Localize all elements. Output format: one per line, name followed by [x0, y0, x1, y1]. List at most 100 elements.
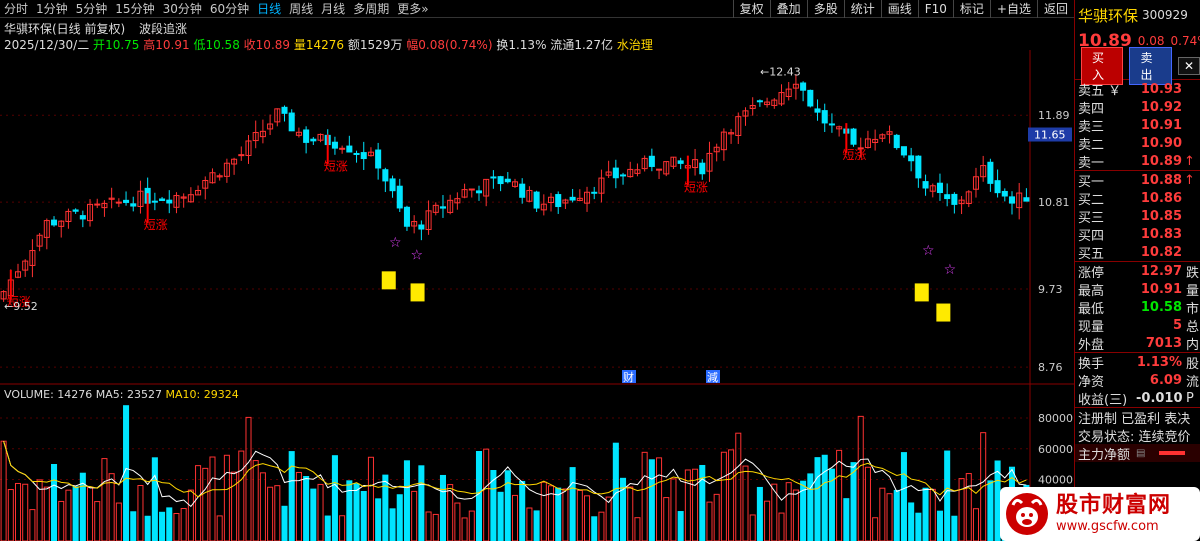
volume-bar [29, 509, 36, 541]
max-price-label: ←12.43 [760, 66, 801, 79]
volume-bar [439, 474, 446, 541]
period-tab-2[interactable]: 5分钟 [75, 1, 108, 16]
stat2-row[interactable]: 换手 1.13% 股 [1075, 353, 1200, 372]
candle-body [490, 176, 497, 179]
candle-body [836, 126, 843, 130]
candle-body [245, 140, 252, 156]
ask-value: 10.92 [1140, 99, 1182, 115]
event-badge-text: 減 [707, 370, 718, 384]
toolbar-button-8[interactable]: 返回 [1036, 0, 1074, 18]
net-flow-header[interactable]: 主力净额 ▤ [1075, 444, 1200, 463]
volume-bar [648, 459, 655, 541]
volume-bar [231, 471, 238, 541]
period-tab-1[interactable]: 1分钟 [36, 1, 68, 16]
candle-body [439, 206, 446, 209]
bid-row[interactable]: 买三 10.85 [1075, 207, 1200, 226]
bid-row[interactable]: 买五 10.82 [1075, 243, 1200, 262]
candle-body [540, 203, 547, 211]
volume-bar [533, 510, 540, 541]
low-label: 低 [193, 38, 206, 52]
stat-row[interactable]: 最低 10.58 市 [1075, 298, 1200, 317]
signal-label: 短涨 [684, 180, 708, 195]
candle-body [360, 152, 367, 160]
period-tab-3[interactable]: 15分钟 [115, 1, 155, 16]
volume-bar [65, 489, 72, 541]
volume-bar [108, 473, 115, 541]
bid-row[interactable]: 买二 10.86 [1075, 189, 1200, 208]
period-tab-6[interactable]: 日线 [257, 1, 282, 16]
volume-bar [504, 470, 511, 541]
volume-bar [432, 513, 439, 541]
ask-row[interactable]: 卖三 10.91 [1075, 116, 1200, 135]
period-tab-5[interactable]: 60分钟 [209, 1, 250, 16]
candle-body [331, 141, 338, 149]
volume-bar [324, 515, 331, 541]
period-tab-7[interactable]: 周线 [289, 1, 314, 16]
quote-row: 2025/12/30/二 开10.75 高10.91 低10.58 收10.89… [4, 36, 653, 53]
volume-bar [101, 458, 108, 541]
candle-body [778, 92, 785, 105]
stat2-tail: P [1186, 390, 1194, 406]
buy-button[interactable]: 买入 [1081, 46, 1124, 85]
stats2-list: 换手 1.13% 股净资 6.09 流收益(三) -0.010 P [1075, 353, 1200, 408]
bid-row[interactable]: 买一 10.88 ↑ [1075, 171, 1200, 190]
ask-row[interactable]: 卖一 10.89 ↑ [1075, 152, 1200, 171]
candle-body [576, 197, 583, 201]
toolbar-button-0[interactable]: 复权 [732, 0, 770, 18]
candle-body [562, 199, 569, 204]
volume-bar [900, 452, 907, 541]
volume-bar [14, 482, 22, 541]
stat-row[interactable]: 涨停 12.97 跌 [1075, 262, 1200, 281]
stat-row[interactable]: 最高 10.91 量 [1075, 280, 1200, 299]
ask-row[interactable]: 卖四 10.92 [1075, 98, 1200, 117]
candle-body [857, 147, 864, 150]
volume-bar [375, 498, 382, 541]
period-tab-8[interactable]: 月线 [321, 1, 346, 16]
volume-bar [418, 465, 425, 541]
ma10-value: 29324 [203, 388, 239, 401]
volume-bar [166, 507, 173, 541]
period-tab-10[interactable]: 更多» [397, 1, 429, 16]
candle-body [533, 191, 540, 209]
period-tab-4[interactable]: 30分钟 [162, 1, 202, 16]
bid-row[interactable]: 买四 10.83 [1075, 225, 1200, 244]
volume-bar [764, 500, 771, 541]
stat-row[interactable]: 外盘 7013 内 [1075, 334, 1200, 353]
indicator-name[interactable]: 波段追涨 [139, 22, 188, 36]
kline-chart[interactable]: 短涨短涨短涨短涨短涨☆☆ ☆☆←12.43←9.52财減 11.8910.819.… [0, 50, 1074, 541]
candle-body [872, 138, 879, 143]
sell-button[interactable]: 卖出 [1129, 46, 1172, 85]
ask-row[interactable]: 卖二 10.90 [1075, 134, 1200, 153]
stat-row[interactable]: 现量 5 总 [1075, 316, 1200, 335]
stat2-row[interactable]: 净资 6.09 流 [1075, 371, 1200, 390]
volume-bar [274, 485, 281, 541]
volume-bar [511, 494, 519, 541]
candle-body [547, 196, 555, 204]
period-tab-0[interactable]: 分时 [4, 1, 29, 16]
toolbar-button-3[interactable]: 统计 [843, 0, 881, 18]
volume-bar [807, 473, 814, 541]
ask-row[interactable]: 卖五 ￥ 10.93 [1075, 80, 1200, 99]
candle-body [980, 165, 987, 178]
menu-icon[interactable]: ▤ [1136, 447, 1146, 459]
toolbar-button-4[interactable]: 画线 [880, 0, 918, 18]
volume-bar [331, 455, 338, 541]
close-button[interactable]: ✕ [1177, 56, 1200, 75]
toolbar-button-6[interactable]: 标记 [952, 0, 990, 18]
volume-bar [555, 487, 562, 541]
candle-body [483, 178, 490, 197]
volume-bar [893, 489, 900, 541]
sector-tag[interactable]: 水治理 [616, 38, 653, 52]
toolbar-button-7[interactable]: +自选 [989, 0, 1037, 18]
volume-bar [36, 479, 43, 541]
period-tab-9[interactable]: 多周期 [353, 1, 390, 16]
volume-bar [367, 456, 374, 541]
toolbar-button-5[interactable]: F10 [917, 0, 953, 18]
volume-bar [483, 448, 490, 541]
stat2-row[interactable]: 收益(三) -0.010 P [1075, 389, 1200, 408]
price-tick: 11.89 [1038, 109, 1070, 122]
toolbar-button-2[interactable]: 多股 [806, 0, 844, 18]
toolbar-button-1[interactable]: 叠加 [769, 0, 807, 18]
volume-bar [591, 516, 598, 541]
info-text-1: 注册制 已盈利 表决 [1078, 411, 1191, 427]
